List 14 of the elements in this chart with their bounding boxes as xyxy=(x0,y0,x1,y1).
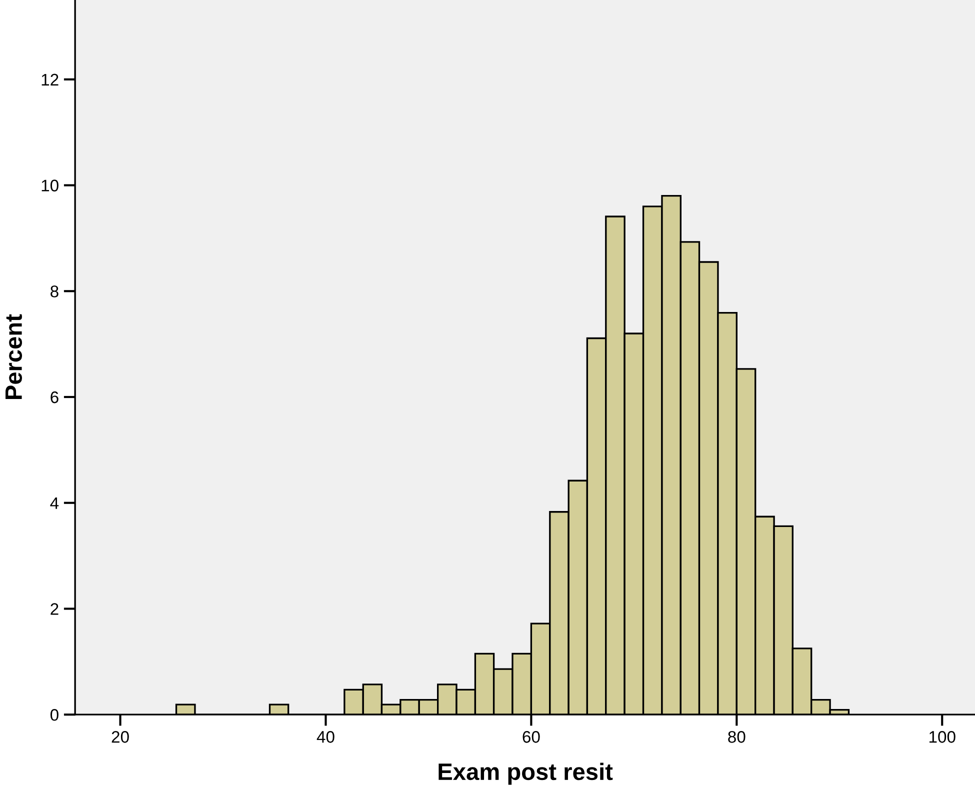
x-tick-label: 100 xyxy=(929,731,956,743)
y-tick-label: 12 xyxy=(42,74,58,86)
y-tick-label: 6 xyxy=(50,391,58,404)
y-tick-label: 0 xyxy=(50,709,58,721)
x-tick-label: 40 xyxy=(316,731,334,743)
y-axis-title: Percent xyxy=(6,314,22,400)
y-tick-label: 10 xyxy=(42,180,58,192)
y-tick-label: 2 xyxy=(50,603,58,615)
x-axis-title: Exam post resit xyxy=(438,762,613,785)
y-tick-label: 4 xyxy=(50,497,59,509)
x-tick-label: 20 xyxy=(112,731,129,743)
y-tick-label: 8 xyxy=(50,286,58,298)
x-tick-label: 60 xyxy=(522,731,540,743)
x-tick-label: 80 xyxy=(728,731,746,743)
